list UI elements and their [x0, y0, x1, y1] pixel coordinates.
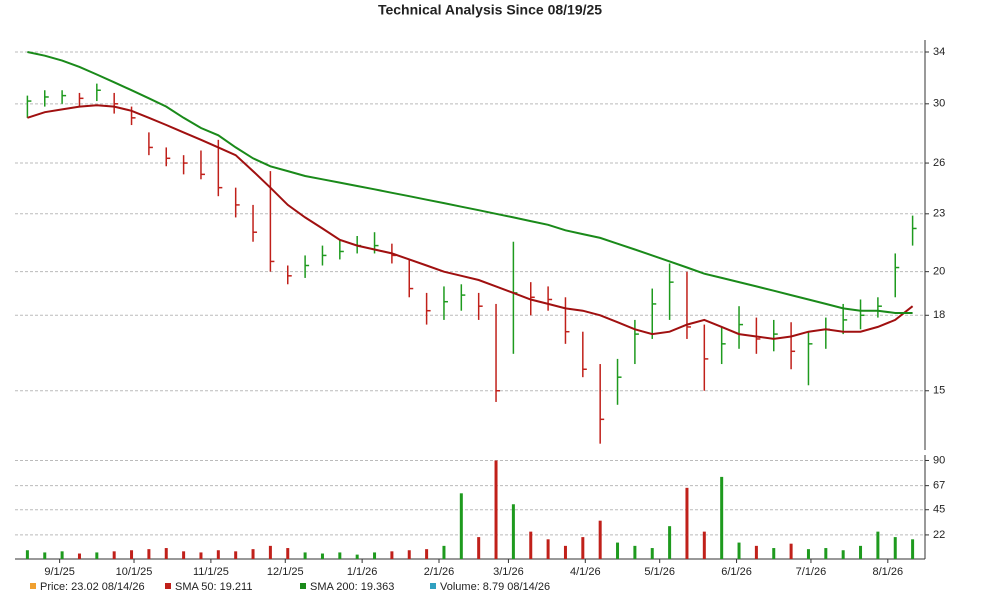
x-tick-label: 10/1/25: [116, 566, 153, 578]
volume-bar: [737, 542, 741, 559]
volume-bar: [338, 552, 342, 559]
sma-line: [27, 104, 914, 340]
volume-bar: [60, 551, 64, 559]
volume-bar: [459, 493, 463, 559]
volume-bar: [234, 551, 238, 559]
volume-bar: [268, 545, 272, 559]
sma-line: [27, 51, 913, 314]
volume-bar: [390, 551, 394, 559]
volume-bar: [425, 549, 429, 559]
volume-bar: [43, 552, 47, 559]
x-tick-label: 5/1/26: [644, 566, 675, 578]
y-tick-label: 34: [933, 46, 945, 58]
x-tick-label: 11/1/25: [193, 566, 229, 578]
volume-bar: [216, 550, 220, 559]
volume-bar: [685, 487, 689, 559]
volume-bar: [772, 548, 776, 559]
volume-bar: [494, 460, 498, 559]
volume-bar: [650, 548, 654, 559]
y-tick-label: 30: [933, 98, 945, 110]
y-tick-label: 20: [933, 266, 945, 278]
volume-bar: [286, 548, 290, 559]
volume-tick-label: 67: [933, 480, 945, 492]
legend-label: SMA 200: 19.363: [310, 581, 394, 593]
x-tick-label: 4/1/26: [570, 566, 601, 578]
volume-tick-label: 90: [933, 454, 945, 466]
volume-tick-label: 45: [933, 504, 945, 516]
legend-label: Price: 23.02 08/14/26: [40, 581, 145, 593]
volume-bar: [95, 552, 99, 559]
volume-bar: [824, 548, 828, 559]
volume-bar: [754, 545, 758, 559]
volume-bar: [477, 537, 481, 559]
y-tick-label: 23: [933, 208, 945, 220]
legend-label: Volume: 8.79 08/14/26: [440, 581, 550, 593]
volume-bar: [147, 549, 151, 559]
volume-bar: [789, 543, 793, 559]
y-tick-label: 15: [933, 385, 945, 397]
x-tick-label: 6/1/26: [721, 566, 752, 578]
legend-swatch: [430, 583, 436, 589]
x-tick-label: 2/1/26: [424, 566, 455, 578]
volume-bar: [529, 531, 533, 559]
legend-label: SMA 50: 19.211: [175, 581, 252, 593]
volume-bar: [841, 550, 845, 559]
volume-bar: [598, 520, 602, 559]
volume-bar: [303, 552, 307, 559]
x-tick-label: 7/1/26: [796, 566, 827, 578]
volume-bar: [720, 476, 724, 559]
volume-bar: [25, 550, 29, 559]
volume-bar: [407, 550, 411, 559]
chart-title: Technical Analysis Since 08/19/25: [378, 2, 602, 18]
volume-bar: [563, 545, 567, 559]
volume-bar: [546, 539, 550, 559]
y-tick-label: 18: [933, 309, 945, 321]
volume-tick-label: 22: [933, 529, 945, 541]
volume-bar: [442, 545, 446, 559]
volume-bar: [164, 548, 168, 559]
volume-bar: [702, 531, 706, 559]
volume-bar: [130, 550, 134, 559]
volume-bar: [182, 551, 186, 559]
x-tick-label: 9/1/25: [44, 566, 75, 578]
volume-bar: [616, 542, 620, 559]
volume-bar: [320, 553, 324, 559]
volume-bar: [806, 549, 810, 559]
x-tick-label: 3/1/26: [493, 566, 524, 578]
volume-bar: [911, 539, 915, 559]
volume-bar: [893, 537, 897, 559]
volume-bar: [668, 526, 672, 559]
x-tick-label: 8/1/26: [873, 566, 904, 578]
volume-bar: [112, 551, 116, 559]
volume-bar: [633, 545, 637, 559]
legend-swatch: [30, 583, 36, 589]
volume-bar: [876, 531, 880, 559]
volume-bar: [77, 553, 81, 559]
legend-swatch: [165, 583, 171, 589]
volume-bar: [511, 504, 515, 559]
volume-bar: [355, 554, 359, 559]
volume-bar: [581, 537, 585, 559]
volume-bar: [373, 552, 377, 559]
legend-swatch: [300, 583, 306, 589]
volume-bar: [199, 552, 203, 559]
volume-bar: [251, 549, 255, 559]
x-tick-label: 12/1/25: [267, 566, 304, 578]
volume-bar: [859, 545, 863, 559]
x-tick-label: 1/1/26: [347, 566, 378, 578]
y-tick-label: 26: [933, 157, 945, 169]
